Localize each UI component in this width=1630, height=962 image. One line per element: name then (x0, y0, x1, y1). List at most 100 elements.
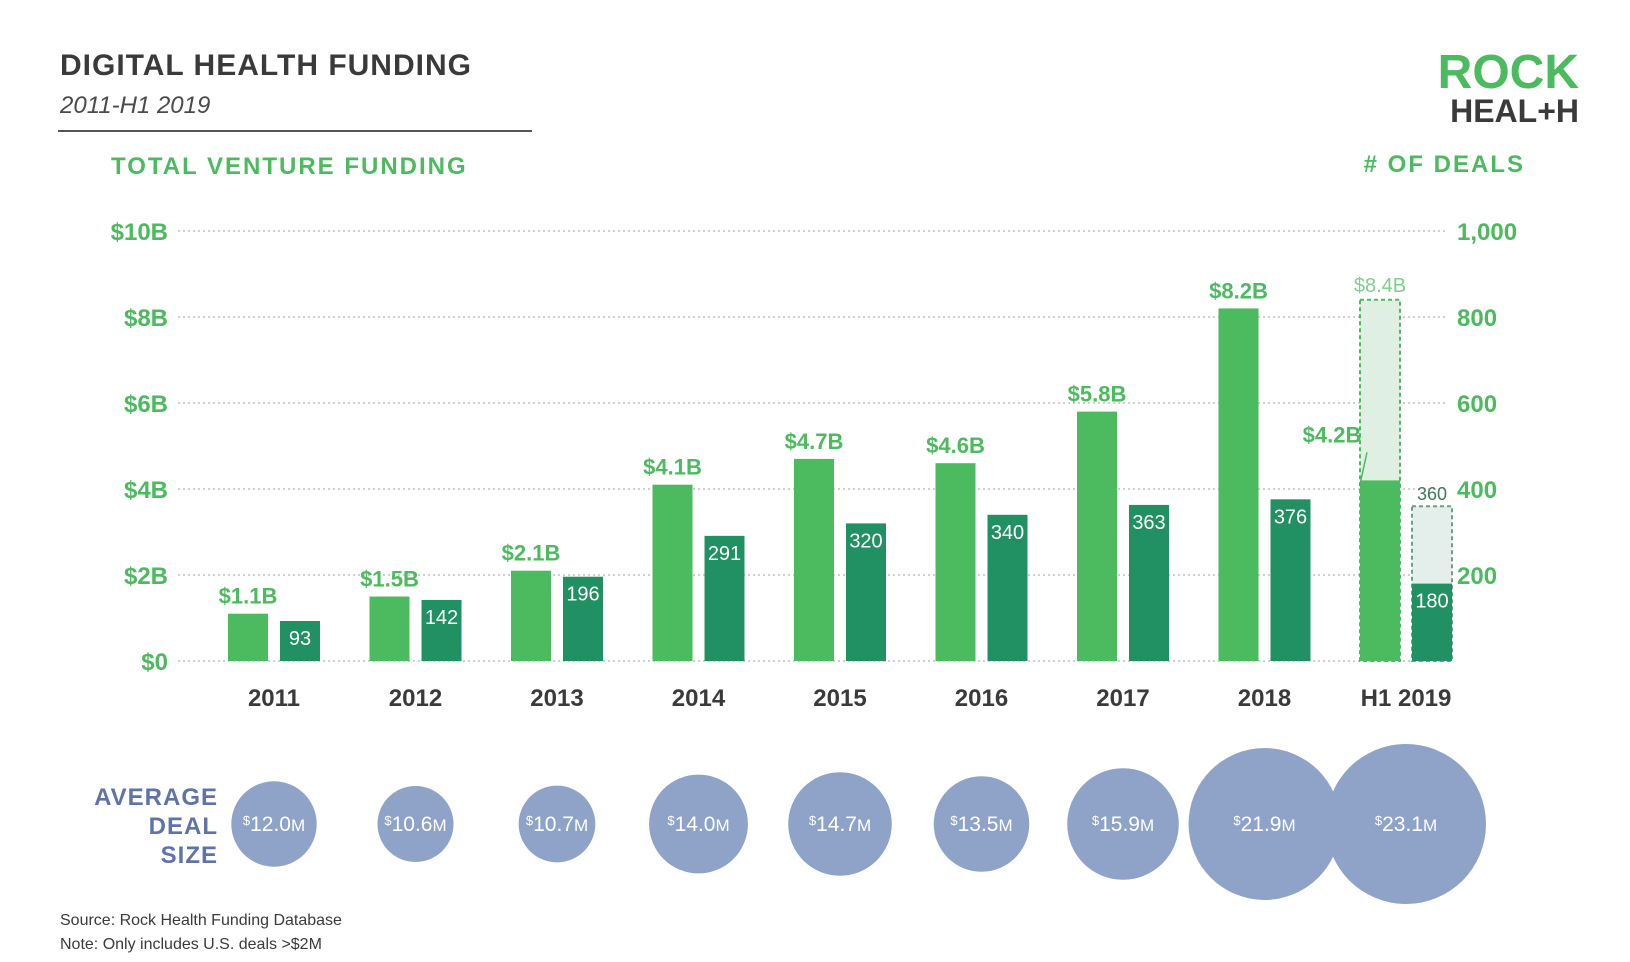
projected-deals-label: 360 (1417, 484, 1447, 504)
deal-size-bubble (377, 786, 454, 862)
deals-value-label: 291 (708, 543, 741, 565)
category-label: 2014 (672, 685, 726, 712)
funding-value-label: $5.8B (1068, 382, 1127, 407)
avg-deal-label-1: AVERAGE (94, 784, 218, 811)
funding-value-label: $1.5B (360, 567, 419, 592)
deal-size-label: $10.6M (384, 813, 446, 836)
deal-size-suffix: M (1281, 816, 1295, 835)
deal-size-bubble (649, 774, 748, 874)
funding-value-label: $4.6B (926, 433, 985, 458)
right-axis-title: # OF DEALS (1364, 151, 1525, 178)
right-tick-label: 600 (1457, 391, 1497, 418)
category-label: 2015 (813, 685, 866, 712)
deal-size-value: 13.5 (958, 813, 999, 836)
deal-size-label: $12.0M (243, 813, 305, 836)
bars (228, 298, 1453, 663)
deal-size-label: $23.1M (1375, 813, 1437, 836)
deals-bar (421, 599, 462, 661)
chart-subtitle: 2011-H1 2019 (59, 92, 210, 119)
deal-size-bubble (231, 781, 317, 867)
deals-value-label: 320 (849, 530, 882, 552)
deals-bar (563, 576, 603, 661)
deal-size-bubble (1188, 748, 1341, 900)
category-label: 2018 (1238, 685, 1291, 712)
projected-funding-label: $8.4B (1354, 275, 1406, 297)
category-label: 2012 (389, 685, 442, 712)
deal-size-suffix: M (291, 816, 305, 835)
avg-deal-label-2: DEAL (149, 813, 218, 840)
average-deal-size: $12.0M $10.6M $10.7M $14.0M $14.7M $13.5M $15.… (231, 744, 1486, 904)
funding-label-leader (1359, 452, 1368, 485)
source-note: Source: Rock Health Funding Database (60, 912, 342, 929)
footnote: Note: Only includes U.S. deals >$2M (60, 936, 322, 953)
deal-size-suffix: M (998, 816, 1012, 835)
deals-bar (987, 514, 1028, 661)
deal-size-label: $13.5M (950, 813, 1012, 836)
funding-bar (1077, 411, 1117, 661)
funding-bar (369, 596, 410, 661)
deal-size-prefix: $ (384, 813, 392, 828)
deal-size-suffix: M (432, 816, 446, 835)
funding-value-label: $4.7B (785, 429, 844, 454)
category-label: 2017 (1096, 685, 1149, 712)
axes: $0 $2B $4B $6B $8B $10B 200 400 600 800 1,000 (111, 219, 1517, 676)
category-label: 2011 (248, 685, 300, 712)
left-tick-label: $10B (111, 219, 168, 246)
deal-size-prefix: $ (809, 813, 817, 828)
deal-size-value: 21.9 (1241, 813, 1282, 836)
deal-size-value: 12.0 (250, 813, 291, 836)
deal-size-prefix: $ (950, 813, 958, 828)
deals-bar (846, 523, 886, 661)
left-axis-title: TOTAL VENTURE FUNDING (111, 153, 468, 180)
left-tick-label: $6B (124, 391, 168, 418)
category-label: 2016 (955, 685, 1008, 712)
deal-size-label: $15.9M (1092, 813, 1154, 836)
deal-size-label: $21.9M (1233, 813, 1295, 836)
deal-size-value: 23.1 (1382, 813, 1423, 836)
deal-size-label: $10.7M (526, 813, 588, 836)
right-tick-label: 1,000 (1457, 219, 1517, 246)
deals-bar (704, 535, 745, 661)
funding-value-label: $4.2B (1303, 422, 1362, 447)
deals-value-label: 196 (566, 584, 599, 606)
deals-value-label: 376 (1274, 506, 1307, 528)
logo-rock: ROCK (1438, 46, 1580, 99)
deal-size-bubble (933, 776, 1030, 872)
funding-value-label: $1.1B (219, 584, 278, 609)
funding-value-label: $2.1B (502, 541, 561, 566)
category-labels: 2011 2012 2013 2014 2015 2016 2017 2018 H1 2019 (248, 685, 1451, 712)
left-tick-label: $8B (124, 305, 168, 332)
funding-bar (652, 484, 693, 661)
deal-size-prefix: $ (667, 813, 675, 828)
deals-bar (1412, 583, 1452, 661)
deal-size-suffix: M (574, 816, 588, 835)
logo-health: HEAL+H (1450, 93, 1579, 129)
deal-size-suffix: M (1140, 816, 1154, 835)
chart-title: DIGITAL HEALTH FUNDING (60, 49, 472, 82)
right-tick-label: 800 (1457, 305, 1497, 332)
funding-bar (794, 458, 834, 661)
deals-value-label: 363 (1132, 512, 1165, 534)
deals-value-label: 93 (289, 628, 311, 650)
right-tick-label: 200 (1457, 563, 1497, 590)
funding-bar (511, 570, 551, 661)
funding-bar (1360, 480, 1400, 661)
deal-size-suffix: M (715, 816, 729, 835)
deal-size-prefix: $ (1375, 813, 1383, 828)
funding-bar (228, 613, 268, 661)
deal-size-suffix: M (857, 816, 871, 835)
deal-size-suffix: M (1423, 816, 1437, 835)
deal-size-bubble (518, 785, 596, 863)
deal-size-prefix: $ (1233, 813, 1241, 828)
category-label: 2013 (530, 685, 583, 712)
funding-value-label: $4.1B (643, 455, 702, 480)
deals-value-label: 180 (1415, 591, 1448, 613)
deal-size-bubble (1067, 768, 1179, 880)
left-tick-label: $2B (124, 563, 168, 590)
left-tick-label: $4B (124, 477, 168, 504)
deal-size-value: 10.7 (533, 813, 574, 836)
deal-size-value: 14.0 (675, 813, 716, 836)
deal-size-prefix: $ (526, 813, 534, 828)
left-tick-label: $0 (141, 649, 168, 676)
